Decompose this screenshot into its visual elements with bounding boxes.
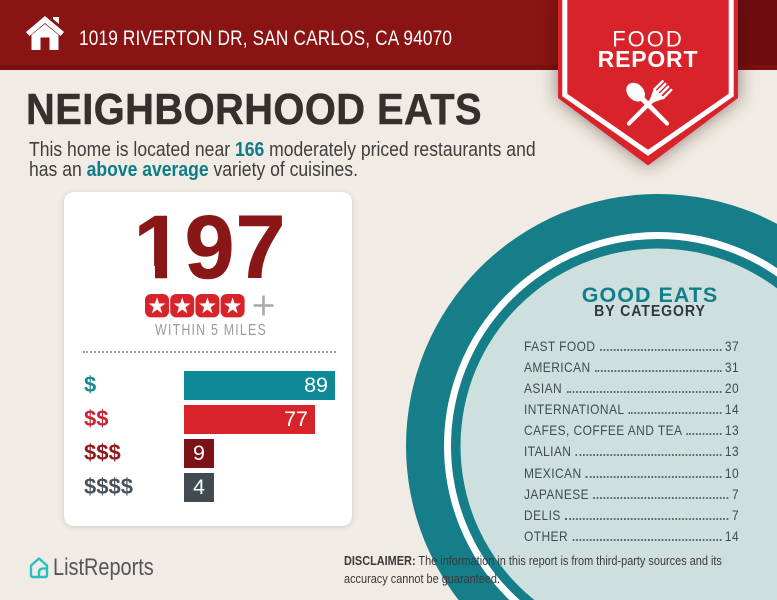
svg-text:FOOD: FOOD <box>612 27 684 52</box>
svg-text:REPORT: REPORT <box>598 46 699 72</box>
